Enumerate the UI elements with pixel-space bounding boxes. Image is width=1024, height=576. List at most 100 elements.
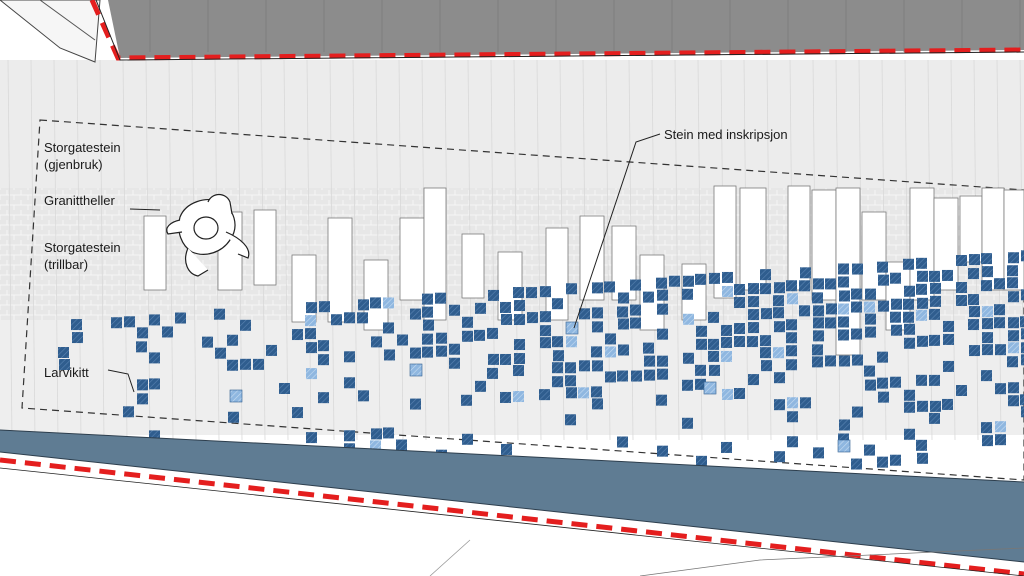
inscribed-stone-tile [605,346,616,358]
larvikite-tile [292,329,303,341]
larvikite-tile [592,282,603,294]
larvikite-tile [422,293,433,305]
joint-line [53,59,59,441]
larvikite-tile [396,439,407,451]
larvikite-tile [565,375,576,387]
larvikite-tile [253,358,264,370]
inscribed-stone-tile [838,303,849,315]
larvikite-tile [487,327,498,339]
larvikite-tile [774,451,785,463]
larvikite-tile [722,271,733,283]
larvikite-tile [605,371,616,383]
larvikite-tile [656,394,667,406]
larvikite-tile [370,297,381,309]
larvikite-tile [539,389,550,401]
inscription-leader [573,133,661,329]
larvikite-tile [904,401,915,413]
larvikite-tile [487,367,498,379]
larvikite-tile [149,314,160,326]
larvikite-tile [358,390,369,402]
corner-building [0,0,101,63]
larvikite-tile [631,370,642,382]
larvikite-tile [436,345,447,357]
inscribed-stone-tile [787,293,798,305]
larvikite-tile [917,270,928,282]
larvikite-tile [643,342,654,354]
larvikite-tile [995,383,1006,395]
pedestrian-icon [166,193,250,277]
larvikite-tile [565,362,576,374]
larvikite-tile [825,317,836,329]
granite-leader [129,208,161,211]
larvikite-tile [916,257,927,269]
larvikite-tile [813,305,824,317]
larvikite-tile [657,289,668,301]
larvikite-leader [107,369,135,393]
larvikite-tile [202,336,213,348]
joint-line [904,59,910,441]
joint-line [651,59,657,441]
larvikite-tile [501,313,512,325]
larvikite-tile [137,327,148,339]
larvikite-tile [435,292,446,304]
larvikite-tile [890,376,901,388]
larvikite-tile [137,393,148,405]
larvikite-tile [890,272,901,284]
larvikite-tile [605,333,616,345]
larvikite-tile [865,313,876,325]
larvikite-tile [682,288,693,300]
storgatestein-rollable-line1: Storgatestein [44,240,121,255]
larvikite-tile [1020,394,1024,406]
larvikite-tile [904,337,915,349]
larvikite-tile [383,322,394,334]
larvikite-tile [981,280,992,292]
larvikite-tile [708,350,719,362]
larvikite-tile [851,328,862,340]
larvikite-tile [318,392,329,404]
larvikite-tile [422,333,433,345]
inscribed-stone-tile [513,391,524,403]
larvikite-tile [799,305,810,317]
larvikite-tile [839,355,850,367]
larvikite-tile [904,323,915,335]
larvikite-tile [696,338,707,350]
larvikite-tile [540,337,551,349]
larvikite-tile [696,455,707,467]
joint-line [283,59,289,441]
joint-line [7,59,13,441]
larvikite-tile [838,329,849,341]
joint-line [536,59,542,441]
larvikite-tile [501,443,512,455]
larvikite-tile [1008,395,1019,407]
larvikite-tile [1021,250,1024,262]
larvikite-tile [422,306,433,318]
larvikite-tile [851,301,862,313]
larvikite-tile [760,347,771,359]
larvikite-tile [500,353,511,365]
granite-slab [423,187,447,321]
larvikite-tile [617,370,628,382]
larvikite-tile [344,377,355,389]
larvikite-tile [475,380,486,392]
larvikite-tile [852,263,863,275]
larvikite-tile [942,398,953,410]
larvikite-tile [565,414,576,426]
larvikite-tile [774,372,785,384]
larvikite-tile [358,299,369,311]
larvikite-tile [72,332,83,344]
larvikite-tile [305,328,316,340]
larvikite-tile [592,321,603,333]
granite-slab [1003,189,1024,291]
larvikite-tile [318,354,329,366]
larvikite-tile [786,280,797,292]
larvikite-tile [774,282,785,294]
larvikite-tile [449,357,460,369]
larvikite-tile [994,317,1005,329]
larvikite-tile [787,411,798,423]
larvikite-tile [851,288,862,300]
larvikite-tile [826,303,837,315]
larvikite-tile [643,291,654,303]
larvikite-tile [734,297,745,309]
larvikite-tile [930,295,941,307]
larvikite-tile [371,428,382,440]
